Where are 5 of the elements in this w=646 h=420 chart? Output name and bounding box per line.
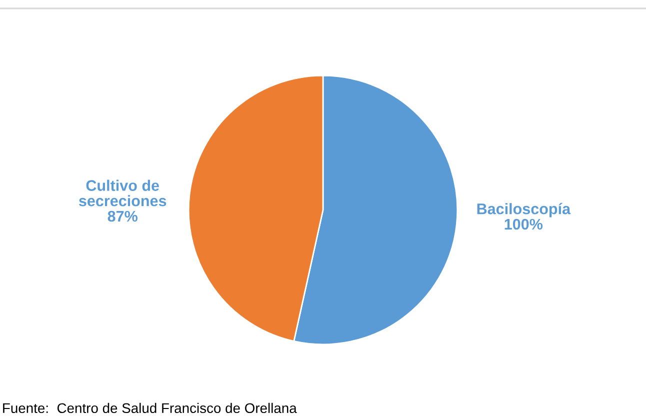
source-note: Fuente: Centro de Salud Francisco de Orellana bbox=[3, 402, 297, 414]
data-label: 100% bbox=[504, 218, 543, 230]
data-label: 87% bbox=[108, 210, 138, 222]
slice-label: Baciloscopía bbox=[477, 202, 571, 218]
slice-label: Cultivo de secreciones bbox=[78, 180, 166, 206]
